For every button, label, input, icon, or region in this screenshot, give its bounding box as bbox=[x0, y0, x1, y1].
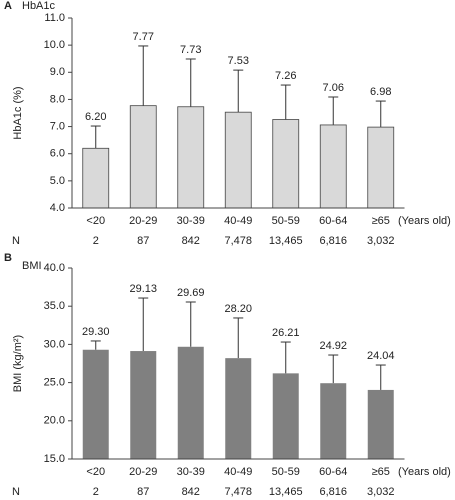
value-label: 29.30 bbox=[82, 326, 110, 338]
bar bbox=[82, 349, 109, 459]
value-label: 26.21 bbox=[272, 327, 300, 339]
bar bbox=[177, 106, 205, 209]
y-axis-label: BMI (kg/m²) bbox=[12, 335, 24, 392]
n-value: 842 bbox=[182, 235, 200, 247]
n-value: 13,465 bbox=[269, 486, 303, 498]
value-label: 28.20 bbox=[224, 303, 252, 315]
panel-label: B bbox=[4, 252, 12, 264]
bar bbox=[367, 126, 395, 209]
value-label: 6.20 bbox=[85, 111, 106, 123]
x-tick-label: 30-39 bbox=[177, 466, 205, 478]
y-tick-label: 10.0 bbox=[44, 39, 65, 51]
value-label: 29.69 bbox=[177, 287, 205, 299]
y-tick-label: 4.0 bbox=[50, 202, 65, 214]
bar bbox=[367, 389, 394, 459]
x-tick-label: 40-49 bbox=[224, 215, 252, 227]
bar bbox=[320, 383, 347, 459]
y-tick-label: 40.0 bbox=[44, 262, 65, 274]
value-label: 7.26 bbox=[275, 70, 296, 82]
x-tick-label: 20-29 bbox=[129, 466, 157, 478]
n-value: 2 bbox=[93, 486, 99, 498]
y-tick-label: 9.0 bbox=[50, 66, 65, 78]
bar bbox=[130, 351, 157, 459]
y-tick-label: 20.0 bbox=[44, 415, 65, 427]
n-value: 13,465 bbox=[269, 235, 303, 247]
x-tick-label: 40-49 bbox=[224, 466, 252, 478]
y-tick-label: 15.0 bbox=[44, 453, 65, 465]
subtitle: HbA1c bbox=[22, 0, 56, 12]
value-label: 29.13 bbox=[129, 283, 157, 295]
x-tick-label: 50-59 bbox=[272, 466, 300, 478]
x-tick-label: 60-64 bbox=[319, 215, 347, 227]
n-value: 7,478 bbox=[224, 235, 252, 247]
x-tick-label: <20 bbox=[86, 466, 105, 478]
n-value: 842 bbox=[182, 486, 200, 498]
bar bbox=[224, 111, 252, 209]
bar bbox=[272, 373, 299, 459]
n-value: 6,816 bbox=[319, 235, 347, 247]
y-tick-label: 8.0 bbox=[50, 93, 65, 105]
n-label: N bbox=[12, 235, 20, 247]
n-value: 2 bbox=[93, 235, 99, 247]
bar bbox=[319, 124, 347, 209]
x-tick-label: 60-64 bbox=[319, 466, 347, 478]
bar bbox=[272, 119, 300, 209]
n-value: 6,816 bbox=[319, 486, 347, 498]
y-tick-label: 11.0 bbox=[44, 12, 65, 24]
y-tick-label: 35.0 bbox=[44, 300, 65, 312]
n-value: 3,032 bbox=[367, 486, 395, 498]
y-axis-label: HbA1c (%) bbox=[12, 86, 24, 139]
y-tick-label: 6.0 bbox=[50, 148, 65, 160]
bar bbox=[82, 147, 110, 209]
y-tick-label: 7.0 bbox=[50, 120, 65, 132]
value-label: 7.73 bbox=[180, 44, 201, 56]
x-tick-label: 50-59 bbox=[272, 215, 300, 227]
x-axis-label: (Years old) bbox=[398, 215, 451, 227]
bar bbox=[177, 346, 204, 459]
x-tick-label: <20 bbox=[86, 215, 105, 227]
value-label: 7.06 bbox=[323, 82, 344, 94]
bar bbox=[225, 358, 252, 459]
n-value: 3,032 bbox=[367, 235, 395, 247]
y-tick-label: 30.0 bbox=[44, 338, 65, 350]
y-tick-label: 25.0 bbox=[44, 377, 65, 389]
value-label: 24.92 bbox=[319, 340, 347, 352]
subtitle: BMI bbox=[22, 260, 42, 272]
value-label: 7.53 bbox=[228, 55, 249, 67]
x-tick-label: ≥65 bbox=[372, 215, 390, 227]
n-label: N bbox=[12, 486, 20, 498]
value-label: 6.98 bbox=[370, 86, 391, 98]
panel-label: A bbox=[4, 0, 12, 12]
n-value: 7,478 bbox=[224, 486, 252, 498]
x-axis-label: (Years old) bbox=[398, 466, 451, 478]
x-tick-label: 20-29 bbox=[129, 215, 157, 227]
bar bbox=[129, 105, 157, 209]
n-value: 87 bbox=[137, 235, 149, 247]
y-tick-label: 5.0 bbox=[50, 175, 65, 187]
n-value: 87 bbox=[137, 486, 149, 498]
value-label: 24.04 bbox=[367, 350, 395, 362]
value-label: 7.77 bbox=[133, 31, 154, 43]
x-tick-label: 30-39 bbox=[177, 215, 205, 227]
x-tick-label: ≥65 bbox=[372, 466, 390, 478]
